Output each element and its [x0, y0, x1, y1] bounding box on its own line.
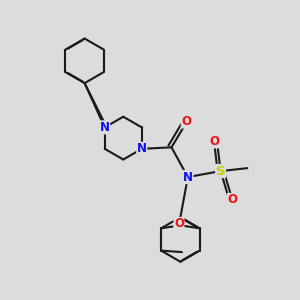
Text: N: N [100, 121, 110, 134]
Text: O: O [182, 115, 191, 128]
Text: N: N [137, 142, 147, 155]
Text: N: N [183, 170, 193, 184]
Text: S: S [216, 165, 225, 178]
Text: O: O [174, 218, 184, 230]
Text: O: O [227, 194, 237, 206]
Text: O: O [210, 135, 220, 148]
